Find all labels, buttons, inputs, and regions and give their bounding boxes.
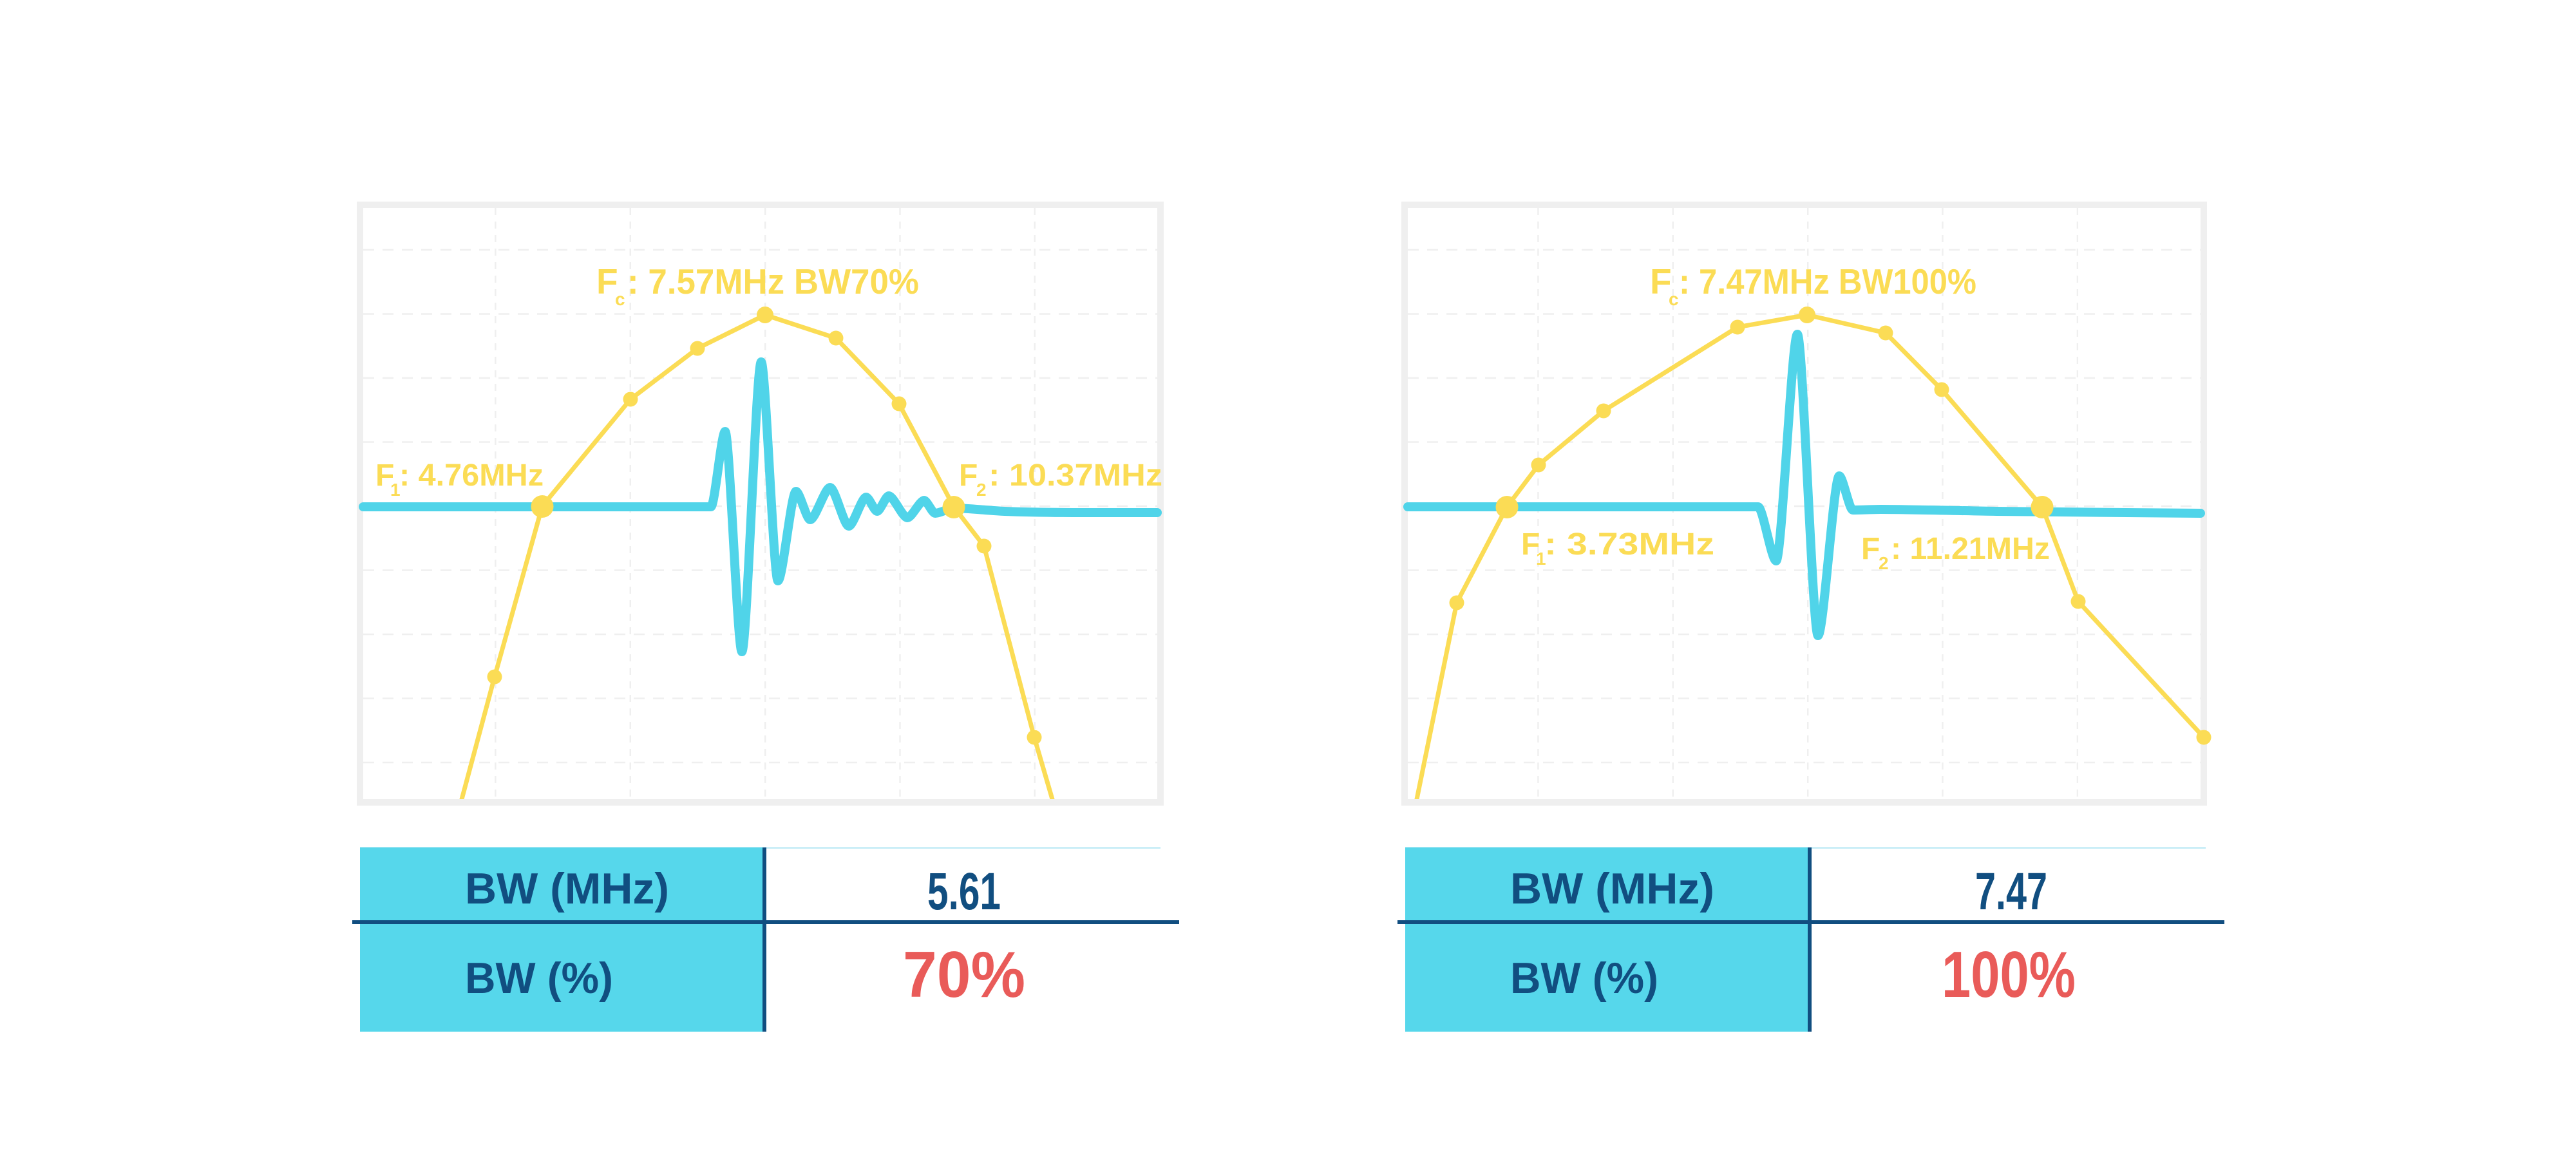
svg-text:5.61: 5.61 bbox=[927, 862, 1001, 921]
svg-text:2: 2 bbox=[1879, 553, 1889, 573]
svg-text:c: c bbox=[615, 289, 625, 309]
svg-text:F: F bbox=[596, 261, 618, 301]
svg-text:F: F bbox=[1521, 527, 1540, 562]
svg-text:F: F bbox=[375, 459, 394, 493]
svg-text:BW (MHz): BW (MHz) bbox=[1510, 864, 1714, 913]
svg-text:: 7.47MHz BW100%: : 7.47MHz BW100% bbox=[1679, 261, 1976, 301]
svg-text:: 11.21MHz: : 11.21MHz bbox=[1891, 532, 2050, 566]
svg-text:F: F bbox=[1861, 532, 1880, 566]
svg-text:: 10.37MHz: : 10.37MHz bbox=[989, 459, 1162, 493]
svg-text:: 7.57MHz BW70%: : 7.57MHz BW70% bbox=[627, 261, 919, 301]
svg-text:: 4.76MHz: : 4.76MHz bbox=[399, 459, 544, 493]
svg-text:c: c bbox=[1669, 289, 1679, 309]
svg-text:F: F bbox=[959, 459, 978, 493]
svg-text:2: 2 bbox=[976, 480, 987, 500]
svg-text:7.47: 7.47 bbox=[1975, 862, 2047, 921]
svg-text:BW (MHz): BW (MHz) bbox=[465, 864, 669, 913]
svg-text:BW (%): BW (%) bbox=[465, 954, 613, 1003]
svg-text:1: 1 bbox=[390, 480, 401, 500]
svg-text:70%: 70% bbox=[903, 939, 1025, 1011]
svg-text:BW (%): BW (%) bbox=[1510, 954, 1658, 1003]
svg-text:100%: 100% bbox=[1942, 939, 2076, 1011]
svg-text:F: F bbox=[1650, 261, 1672, 301]
svg-text:1: 1 bbox=[1536, 549, 1546, 569]
svg-text:: 3.73MHz: : 3.73MHz bbox=[1544, 527, 1714, 562]
